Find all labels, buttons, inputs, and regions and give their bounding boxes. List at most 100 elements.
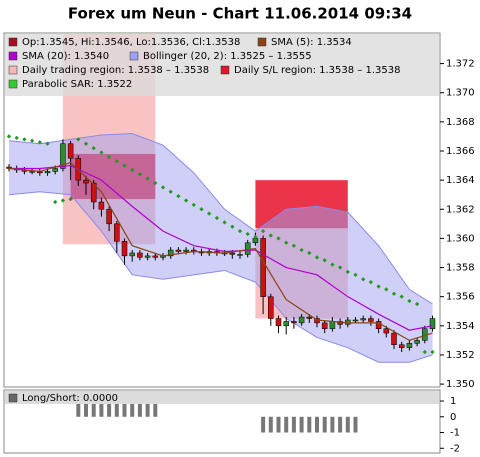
legend-label: Op:1.3545, Hi:1.3546, Lo:1.3536, Cl:1.35… <box>22 37 240 48</box>
long-short-bar <box>338 416 343 433</box>
candle-body <box>229 252 236 255</box>
sar-dot <box>384 287 389 292</box>
sar-dot <box>53 199 58 205</box>
lower-legend-box <box>5 391 439 404</box>
long-short-bar <box>91 401 96 417</box>
sar-dot <box>76 137 81 142</box>
y-tick-label: -1 <box>450 428 460 439</box>
candle-body <box>152 255 159 258</box>
sar-dot <box>376 284 381 289</box>
candle-body <box>391 332 397 346</box>
candle-body <box>398 344 405 348</box>
legend-swatch <box>220 65 230 75</box>
legend-swatch <box>8 393 18 403</box>
sma-line <box>8 161 433 342</box>
sar-dot <box>99 150 104 155</box>
candle-body <box>283 321 289 327</box>
sar-dot <box>106 154 112 159</box>
candle-body <box>306 316 313 319</box>
sar-dot <box>414 301 420 307</box>
long-short-bar <box>84 401 88 417</box>
sar-dot <box>191 202 196 208</box>
bollinger-line <box>8 191 433 363</box>
y-tick-label: 1.366 <box>446 146 475 157</box>
sar-dot <box>37 140 42 145</box>
sar-dot <box>114 159 119 164</box>
sar-dot <box>183 198 189 203</box>
sar-dot <box>6 134 12 139</box>
y-tick-label: 1 <box>450 396 456 407</box>
candle-body <box>237 254 243 256</box>
y-tick-label: 1.354 <box>446 321 475 332</box>
sar-dot <box>399 294 404 299</box>
candle-body <box>360 318 366 321</box>
long-short-bar <box>107 401 112 417</box>
y-tick-label: 1.362 <box>446 204 475 215</box>
bollinger-line <box>8 133 433 305</box>
bollinger-band <box>9 133 433 363</box>
legend-label: Bollinger (20, 2): 1.3525 – 1.3555 <box>143 51 312 62</box>
sar-dot <box>430 349 435 355</box>
sar-dot <box>230 224 235 229</box>
long-short-bar <box>322 416 327 433</box>
long-short-bar <box>307 416 312 433</box>
legend-swatch <box>129 51 139 61</box>
y-tick-label: 1.352 <box>446 350 475 361</box>
candle-body <box>298 316 305 324</box>
y-tick-label: 1.370 <box>446 88 475 99</box>
candle-body <box>29 171 35 173</box>
long-short-bar <box>353 416 358 433</box>
sar-dot <box>199 207 204 212</box>
sar-dot <box>60 198 66 203</box>
candle-body <box>321 322 328 329</box>
candle-body <box>368 318 374 322</box>
long-short-bar <box>268 416 273 433</box>
long-short-bar <box>315 416 319 433</box>
candle-body <box>383 328 390 334</box>
sar-dot <box>68 196 73 202</box>
sar-dot <box>122 163 127 168</box>
legend-swatch <box>8 65 18 75</box>
sar-dot <box>322 258 327 263</box>
sar-dot <box>260 229 266 234</box>
legend-label: Parabolic SAR: 1.3522 <box>22 79 132 90</box>
chart-title: Forex um Neun - Chart 11.06.2014 09:34 <box>68 5 412 23</box>
legend-swatch <box>257 37 267 47</box>
sar-dot <box>137 172 143 177</box>
candle-body <box>67 143 74 159</box>
long-short-bar <box>284 416 289 433</box>
y-tick-label: 0 <box>450 412 456 423</box>
sar-dot <box>307 250 312 256</box>
sar-dot <box>168 189 173 194</box>
candle-body <box>44 171 51 174</box>
legend-label: SMA (5): 1.3534 <box>271 37 352 48</box>
y-tick-label: 1.356 <box>446 292 475 303</box>
sar-dot <box>207 211 212 216</box>
candle-body <box>98 201 105 210</box>
candle-body <box>406 343 413 348</box>
y-tick-label: 1.372 <box>446 59 475 70</box>
sar-dot <box>299 247 304 253</box>
legend-swatch <box>8 79 18 89</box>
candle-body <box>106 209 112 225</box>
candle-body <box>60 143 66 169</box>
legend-swatch <box>8 37 18 47</box>
sar-dot <box>45 141 50 146</box>
y-tick-label: 1.368 <box>446 117 475 128</box>
sar-dot <box>176 194 181 199</box>
candle-body <box>114 223 120 242</box>
candle-body <box>52 168 58 172</box>
candle-body <box>144 255 151 258</box>
legend-label: SMA (20): 1.3540 <box>22 51 109 62</box>
candle-body <box>129 252 135 257</box>
y-tick-label: 1.364 <box>446 175 475 186</box>
y-tick-label: 1.350 <box>446 379 475 390</box>
legend-box <box>5 34 439 96</box>
sar-dot <box>91 145 96 151</box>
legend-label: Long/Short: 0.0000 <box>22 393 118 404</box>
sar-dot <box>391 291 397 296</box>
long-short-bar <box>145 401 150 417</box>
candle-body <box>429 318 436 329</box>
sar-dot <box>153 180 158 186</box>
long-short-bar <box>276 416 281 433</box>
